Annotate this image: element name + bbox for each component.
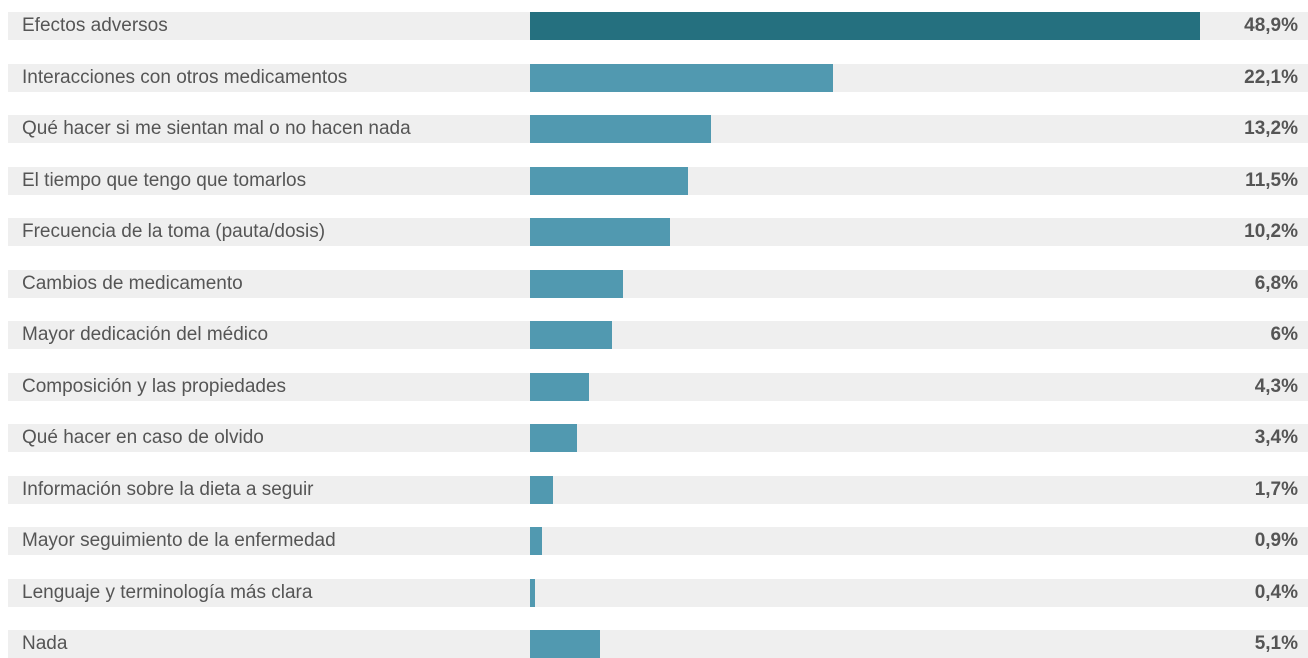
chart-row: Nada 5,1%	[8, 630, 1308, 658]
bar	[530, 475, 554, 504]
bar	[530, 218, 670, 246]
bar	[530, 424, 577, 452]
chart-row: Qué hacer en caso de olvido 3,4%	[8, 424, 1308, 452]
category-label: Qué hacer si me sientan mal o no hacen n…	[22, 118, 411, 139]
value-label: 11,5%	[1245, 169, 1298, 191]
value-label: 22,1%	[1244, 66, 1298, 88]
chart-row: Interacciones con otros medicamentos 22,1…	[8, 63, 1308, 92]
chart-row: Lenguaje y terminología más clara 0,4%	[8, 578, 1308, 607]
bar	[530, 527, 543, 555]
value-label: 3,4%	[1254, 427, 1298, 448]
bar	[530, 269, 624, 298]
chart-row: Información sobre la dieta a seguir 1,7%	[8, 475, 1308, 504]
chart-row: Mayor dedicación del médico 6%	[8, 321, 1308, 349]
chart-row: Qué hacer si me sientan mal o no hacen n…	[8, 115, 1308, 143]
value-label: 6%	[1270, 324, 1298, 345]
value-label: 10,2%	[1244, 221, 1298, 242]
category-label: Lenguaje y terminología más clara	[22, 581, 313, 603]
bar	[530, 166, 688, 195]
bar	[530, 630, 600, 658]
category-label: Mayor dedicación del médico	[22, 324, 269, 345]
value-label: 4,3%	[1254, 375, 1298, 397]
bar	[530, 63, 833, 92]
value-label: 0,9%	[1254, 530, 1298, 551]
value-label: 0,4%	[1254, 581, 1298, 603]
bar	[530, 372, 589, 401]
category-label: Frecuencia de la toma (pauta/dosis)	[22, 221, 326, 242]
chart-row: Frecuencia de la toma (pauta/dosis) 10,2%	[8, 218, 1308, 246]
category-label: Composición y las propiedades	[22, 375, 287, 397]
chart-row: El tiempo que tengo que tomarlos 11,5%	[8, 166, 1308, 195]
category-label: Interacciones con otros medicamentos	[22, 66, 348, 88]
bar	[530, 578, 536, 607]
bar	[530, 321, 613, 349]
category-label: Efectos adversos	[22, 15, 168, 36]
value-label: 48,9%	[1244, 15, 1298, 36]
bar	[530, 115, 711, 143]
category-label: Mayor seguimiento de la enfermedad	[22, 530, 336, 551]
value-label: 5,1%	[1254, 633, 1298, 654]
chart-row: Cambios de medicamento 6,8%	[8, 269, 1308, 298]
category-label: Información sobre la dieta a seguir	[22, 478, 314, 500]
value-label: 6,8%	[1254, 272, 1298, 294]
chart-row: Mayor seguimiento de la enfermedad 0,9%	[8, 527, 1308, 555]
value-label: 1,7%	[1254, 478, 1298, 500]
bar	[530, 12, 1200, 40]
category-label: Cambios de medicamento	[22, 272, 243, 294]
category-label: El tiempo que tengo que tomarlos	[22, 169, 307, 191]
category-label: Nada	[22, 633, 68, 654]
category-label: Qué hacer en caso de olvido	[22, 427, 264, 448]
chart-row: Efectos adversos 48,9%	[8, 12, 1308, 40]
value-label: 13,2%	[1244, 118, 1298, 139]
chart-row: Composición y las propiedades 4,3%	[8, 372, 1308, 401]
